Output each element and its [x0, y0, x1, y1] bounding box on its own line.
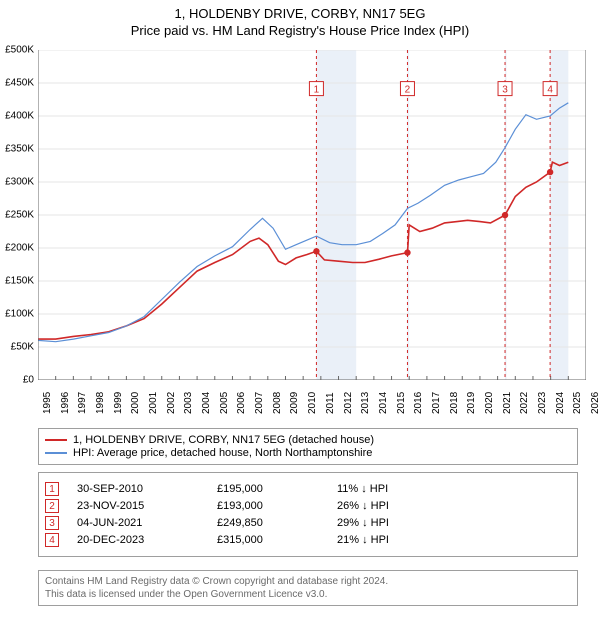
x-tick-label: 2024 — [555, 392, 566, 414]
sale-price: £249,850 — [217, 517, 337, 529]
table-row: 1 30-SEP-2010£195,00011% ↓ HPI — [45, 482, 571, 496]
sale-number-badge: 3 — [45, 516, 59, 530]
table-row: 2 23-NOV-2015£193,00026% ↓ HPI — [45, 499, 571, 513]
sale-date: 20-DEC-2023 — [77, 534, 217, 546]
footer-attribution: Contains HM Land Registry data © Crown c… — [38, 570, 578, 606]
sale-hpi-delta: 21% ↓ HPI — [337, 534, 457, 546]
sale-date: 23-NOV-2015 — [77, 500, 217, 512]
legend-item: HPI: Average price, detached house, Nort… — [45, 447, 571, 459]
y-tick-label: £400K — [5, 111, 34, 122]
y-tick-label: £500K — [5, 45, 34, 56]
y-tick-label: £450K — [5, 78, 34, 89]
y-axis-labels: £0£50K£100K£150K£200K£250K£300K£350K£400… — [0, 50, 36, 380]
table-row: 4 20-DEC-2023£315,00021% ↓ HPI — [45, 533, 571, 547]
y-tick-label: £200K — [5, 243, 34, 254]
legend: 1, HOLDENBY DRIVE, CORBY, NN17 5EG (deta… — [38, 428, 578, 465]
sale-price: £315,000 — [217, 534, 337, 546]
sale-date: 04-JUN-2021 — [77, 517, 217, 529]
x-tick-label: 2019 — [466, 392, 477, 414]
footer-line: This data is licensed under the Open Gov… — [45, 588, 571, 601]
y-tick-label: £150K — [5, 276, 34, 287]
sale-number-badge: 1 — [45, 482, 59, 496]
y-tick-label: £300K — [5, 177, 34, 188]
x-tick-label: 1998 — [95, 392, 106, 414]
price-chart: 1 2 3 4 — [38, 50, 586, 380]
y-tick-label: £350K — [5, 144, 34, 155]
sales-table: 1 30-SEP-2010£195,00011% ↓ HPI 2 23-NOV-201… — [38, 472, 578, 557]
page-title-line2: Price paid vs. HM Land Registry's House … — [0, 23, 600, 38]
x-tick-label: 2016 — [413, 392, 424, 414]
x-tick-label: 2026 — [590, 392, 600, 414]
x-tick-label: 2023 — [537, 392, 548, 414]
page-title-line1: 1, HOLDENBY DRIVE, CORBY, NN17 5EG — [0, 6, 600, 21]
x-tick-label: 2017 — [431, 392, 442, 414]
svg-text:3: 3 — [502, 85, 508, 96]
x-tick-label: 2003 — [183, 392, 194, 414]
y-tick-label: £0 — [23, 375, 34, 386]
x-tick-label: 2018 — [449, 392, 460, 414]
sale-hpi-delta: 29% ↓ HPI — [337, 517, 457, 529]
x-tick-label: 2009 — [289, 392, 300, 414]
x-tick-label: 1999 — [113, 392, 124, 414]
y-tick-label: £50K — [11, 342, 34, 353]
legend-swatch-icon — [45, 439, 67, 441]
legend-label: HPI: Average price, detached house, Nort… — [73, 447, 372, 459]
x-tick-label: 2004 — [201, 392, 212, 414]
legend-swatch-icon — [45, 452, 67, 454]
sale-number-badge: 2 — [45, 499, 59, 513]
x-tick-label: 2007 — [254, 392, 265, 414]
table-row: 3 04-JUN-2021£249,85029% ↓ HPI — [45, 516, 571, 530]
x-tick-label: 2001 — [148, 392, 159, 414]
svg-text:2: 2 — [405, 85, 411, 96]
y-tick-label: £100K — [5, 309, 34, 320]
sale-price: £195,000 — [217, 483, 337, 495]
x-tick-label: 1996 — [60, 392, 71, 414]
sale-hpi-delta: 11% ↓ HPI — [337, 483, 457, 495]
x-tick-label: 2006 — [236, 392, 247, 414]
legend-item: 1, HOLDENBY DRIVE, CORBY, NN17 5EG (deta… — [45, 434, 571, 446]
x-tick-label: 2013 — [360, 392, 371, 414]
y-tick-label: £250K — [5, 210, 34, 221]
x-tick-label: 2008 — [272, 392, 283, 414]
x-axis-labels: 1995 1996 1997 1998 1999 2000 2001 2002 2003 2004… — [38, 384, 586, 424]
sale-number-badge: 4 — [45, 533, 59, 547]
x-tick-label: 2022 — [519, 392, 530, 414]
x-tick-label: 2005 — [219, 392, 230, 414]
x-tick-label: 2010 — [307, 392, 318, 414]
x-tick-label: 1995 — [42, 392, 53, 414]
x-tick-label: 2021 — [502, 392, 513, 414]
x-tick-label: 2015 — [396, 392, 407, 414]
sale-hpi-delta: 26% ↓ HPI — [337, 500, 457, 512]
x-tick-label: 1997 — [77, 392, 88, 414]
x-tick-label: 2002 — [166, 392, 177, 414]
legend-label: 1, HOLDENBY DRIVE, CORBY, NN17 5EG (deta… — [73, 434, 374, 446]
sale-price: £193,000 — [217, 500, 337, 512]
x-tick-label: 2012 — [343, 392, 354, 414]
svg-text:1: 1 — [314, 85, 320, 96]
x-tick-label: 2020 — [484, 392, 495, 414]
x-tick-label: 2014 — [378, 392, 389, 414]
x-tick-label: 2000 — [130, 392, 141, 414]
x-tick-label: 2025 — [572, 392, 583, 414]
footer-line: Contains HM Land Registry data © Crown c… — [45, 575, 571, 588]
svg-text:4: 4 — [547, 85, 553, 96]
x-tick-label: 2011 — [325, 392, 336, 414]
sale-date: 30-SEP-2010 — [77, 483, 217, 495]
